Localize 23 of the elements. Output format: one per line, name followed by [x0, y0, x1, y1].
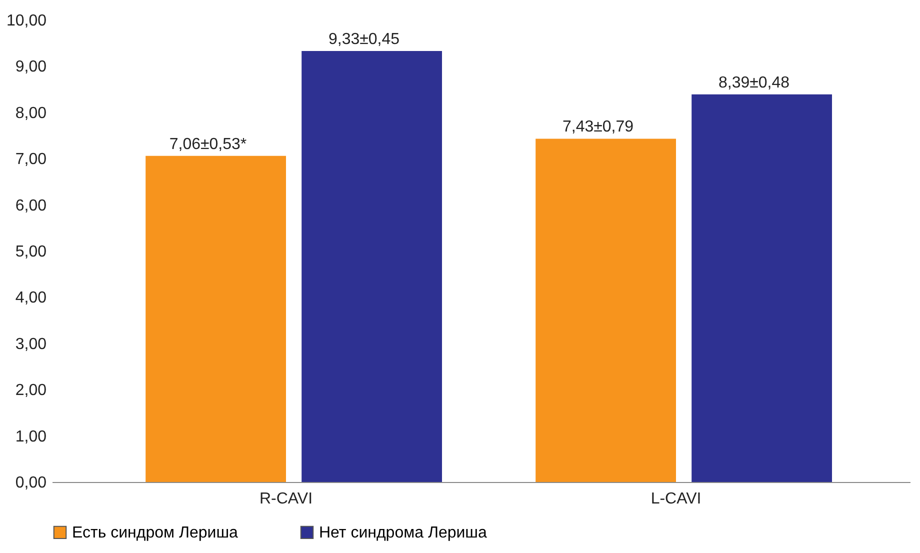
legend-label: Есть синдром Лериша: [72, 524, 238, 542]
legend-label: Нет синдрома Лериша: [319, 524, 488, 542]
bar: [302, 50, 442, 482]
data-label: 7,06±0,53*: [169, 136, 247, 153]
y-tick-label: 5,00: [15, 244, 47, 260]
y-tick-label: 9,00: [15, 58, 47, 76]
y-tick-label: 0,00: [15, 474, 47, 492]
y-tick-label: 1,00: [15, 428, 47, 446]
data-label: 8,39±0,48: [718, 74, 790, 92]
y-tick-label: 7,00: [15, 151, 47, 168]
x-tick-label: L-CAVI: [650, 490, 702, 508]
x-tick-label: R-CAVI: [259, 490, 313, 508]
bar: [146, 156, 286, 482]
y-tick-label: 4,00: [15, 290, 47, 307]
y-tick-label: 6,00: [15, 197, 47, 214]
bar: [692, 94, 832, 482]
y-tick-label: 2,00: [15, 382, 47, 400]
data-label: 9,33±0,45: [328, 30, 400, 48]
y-tick-label: 8,00: [15, 104, 47, 122]
y-tick-label: 10,00: [6, 12, 47, 30]
data-label: 7,43±0,79: [562, 118, 634, 136]
y-tick-label: 3,00: [15, 336, 47, 353]
bar: [536, 138, 676, 482]
